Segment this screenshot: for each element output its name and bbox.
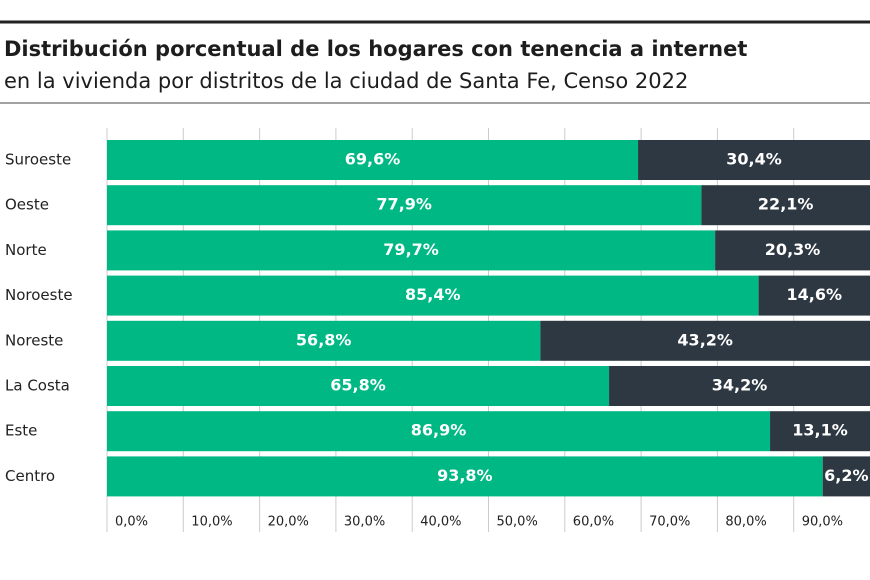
bar-segment <box>107 275 759 316</box>
y-tick-label: Oeste <box>5 196 49 214</box>
x-tick-label: 20,0% <box>268 515 309 530</box>
value-label: 30,4% <box>726 150 782 169</box>
x-tick-label: 80,0% <box>725 515 766 530</box>
value-label: 14,6% <box>787 285 843 304</box>
value-label: 77,9% <box>376 195 432 214</box>
bar-segment <box>107 411 771 452</box>
bar-segment <box>701 185 870 226</box>
value-label: 93,8% <box>437 466 493 485</box>
value-label: 20,3% <box>765 240 821 259</box>
value-label: 79,7% <box>383 240 439 259</box>
chart-title: Distribución porcentual de los hogares c… <box>4 37 747 61</box>
value-label: 22,1% <box>758 195 814 214</box>
value-label: 86,9% <box>411 421 467 440</box>
y-tick-label: Este <box>5 422 37 440</box>
value-label: 6,2% <box>824 466 868 485</box>
bar-segment <box>770 411 870 452</box>
value-label: 34,2% <box>712 376 768 395</box>
bar-segment <box>107 320 541 361</box>
y-tick-label: Noroeste <box>5 286 73 304</box>
bar-segment <box>107 366 610 406</box>
bar-segment <box>758 275 870 316</box>
value-label: 13,1% <box>792 421 848 440</box>
bar-segment <box>822 456 870 497</box>
bar-segment <box>107 230 716 271</box>
x-tick-label: 50,0% <box>497 515 538 530</box>
bar-segment <box>638 140 870 180</box>
bar-segment <box>609 366 870 406</box>
x-tick-label: 10,0% <box>191 515 232 530</box>
bar-segment <box>107 140 639 180</box>
x-tick-label: 60,0% <box>573 515 614 530</box>
x-tick-label: 70,0% <box>649 515 690 530</box>
chart-subtitle: en la vivienda por distritos de la ciuda… <box>4 69 688 93</box>
bar-segment <box>540 320 870 361</box>
y-tick-label: Noreste <box>5 331 63 349</box>
value-label: 85,4% <box>405 285 461 304</box>
x-tick-label: 0,0% <box>115 515 148 530</box>
bar-segment <box>107 185 702 226</box>
bar-segment <box>107 456 823 497</box>
x-tick-label: 40,0% <box>420 515 461 530</box>
value-label: 43,2% <box>677 330 733 349</box>
value-label: 65,8% <box>330 376 386 395</box>
value-label: 56,8% <box>296 330 352 349</box>
y-tick-label: La Costa <box>5 377 70 395</box>
value-label: 69,6% <box>345 150 401 169</box>
y-tick-label: Norte <box>5 241 47 259</box>
y-tick-label: Suroeste <box>5 151 71 169</box>
bar-segment <box>715 230 870 271</box>
x-tick-label: 30,0% <box>344 515 385 530</box>
y-tick-label: Centro <box>5 467 55 485</box>
x-tick-label: 90,0% <box>802 515 843 530</box>
